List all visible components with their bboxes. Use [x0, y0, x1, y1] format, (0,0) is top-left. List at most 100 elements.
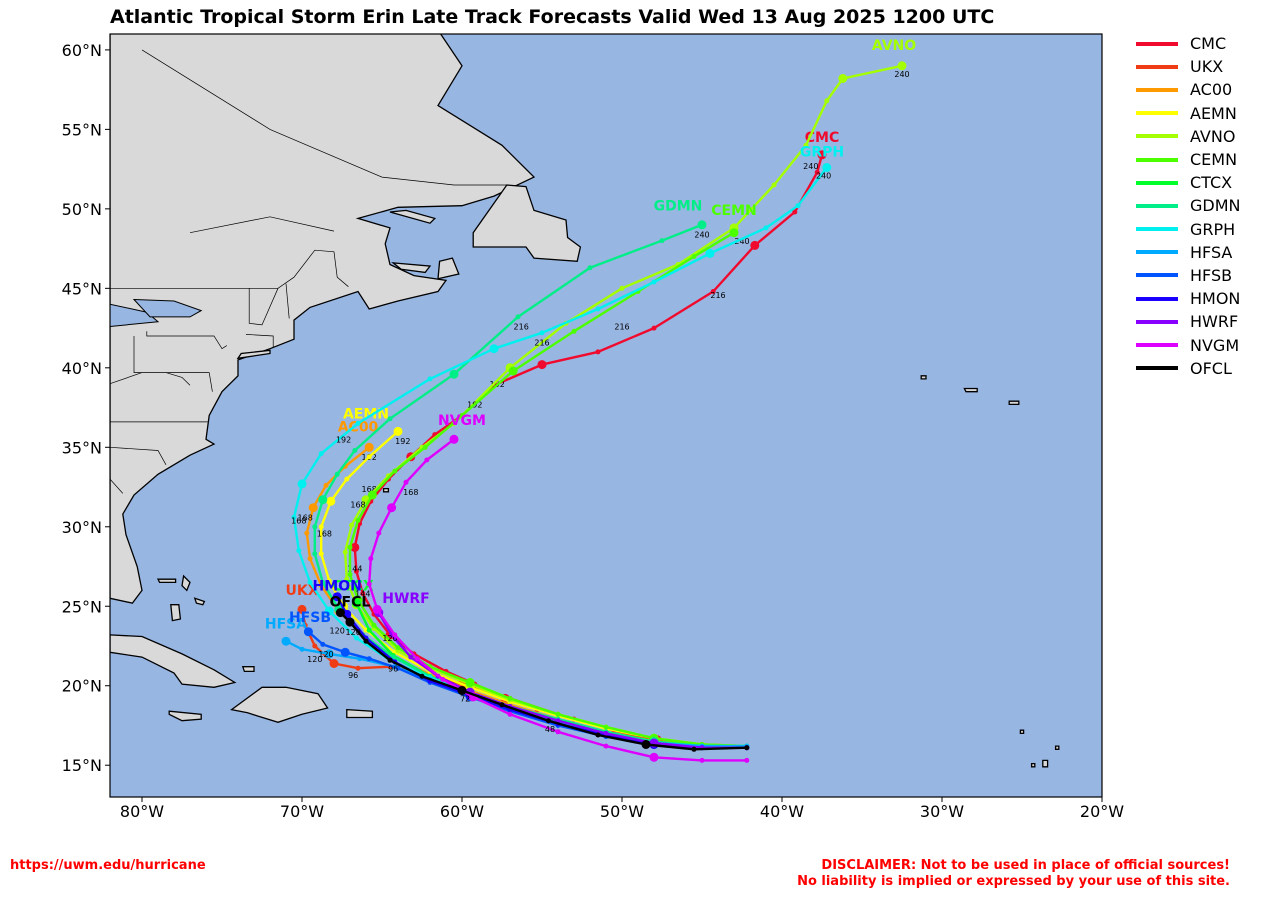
- track-point: [457, 686, 467, 695]
- political-border: [189, 216, 335, 234]
- track-point: [649, 752, 659, 762]
- track-point: [323, 482, 329, 488]
- legend-item-cemn: CEMN: [1136, 148, 1256, 171]
- model-label-ctcx: CTCX: [333, 578, 374, 594]
- lon-tick-label: 60°W: [440, 802, 484, 821]
- land-andros: [170, 604, 182, 622]
- track-point: [318, 551, 324, 557]
- legend-label: CEMN: [1190, 150, 1238, 170]
- land-cape-verde-3: [1030, 762, 1036, 768]
- land-north-america: [110, 34, 536, 604]
- track-point: [345, 617, 355, 627]
- track-point: [326, 578, 332, 584]
- lat-tick-label: 55°N: [62, 120, 102, 139]
- forecast-hour-label: 120: [307, 655, 322, 664]
- track-point: [838, 74, 848, 83]
- track-point: [489, 344, 499, 354]
- track-point: [744, 745, 750, 751]
- forecast-hour-label: 240: [734, 237, 749, 246]
- track-point: [395, 665, 401, 671]
- legend-label: AEMN: [1190, 103, 1237, 123]
- legend-item-hmon: HMON: [1136, 287, 1256, 310]
- track-point: [651, 279, 657, 285]
- track-point: [366, 656, 372, 662]
- legend-item-avno: AVNO: [1136, 125, 1256, 148]
- legend-item-nvgm: NVGM: [1136, 333, 1256, 356]
- track-point: [822, 163, 832, 172]
- forecast-hour-label: 144: [347, 564, 362, 573]
- track-point: [312, 551, 318, 557]
- track-point: [307, 556, 313, 562]
- track-point: [376, 530, 382, 536]
- track-point: [355, 517, 361, 523]
- legend-swatch: [1136, 250, 1178, 255]
- track-point: [364, 442, 374, 452]
- model-label-cemn: CEMN: [711, 203, 757, 219]
- land-great-inagua: [241, 666, 255, 673]
- lat-tick-label: 20°N: [62, 677, 102, 696]
- forecast-hour-label: 144: [355, 590, 370, 599]
- forecast-hour-label: 48: [545, 725, 555, 734]
- legend-label: CMC: [1190, 34, 1227, 54]
- forecast-hour-label: 240: [894, 70, 909, 79]
- forecast-hour-label: 192: [336, 436, 351, 445]
- track-point: [363, 638, 369, 644]
- source-url[interactable]: https://uwm.edu/hurricane: [10, 858, 206, 873]
- legend-item-hwrf: HWRF: [1136, 310, 1256, 333]
- political-border: [110, 372, 143, 385]
- track-point: [691, 254, 697, 259]
- land-pei: [391, 262, 432, 274]
- legend-item-hfsb: HFSB: [1136, 264, 1256, 287]
- track-point: [329, 659, 339, 668]
- land-cape-verde-1: [1019, 729, 1025, 735]
- legend-item-ac00: AC00: [1136, 78, 1256, 101]
- track-point: [408, 654, 414, 660]
- political-border: [110, 249, 349, 289]
- legend-label: HMON: [1190, 289, 1241, 309]
- forecast-hour-label: 120: [330, 626, 345, 635]
- forecast-hour-label: 168: [291, 517, 306, 526]
- track-point: [419, 673, 425, 679]
- track-point: [459, 413, 465, 418]
- track-point: [326, 496, 336, 506]
- model-label-gdmn: GDMN: [654, 198, 703, 214]
- lat-tick-label: 40°N: [62, 359, 102, 378]
- track-point: [344, 476, 350, 482]
- political-border: [110, 478, 124, 494]
- legend-label: HWRF: [1190, 312, 1239, 332]
- land-cape-verde-2: [1042, 759, 1049, 768]
- track-point: [355, 420, 361, 426]
- legend-label: GRPH: [1190, 219, 1236, 239]
- legend-swatch: [1136, 366, 1178, 371]
- track-point: [508, 366, 518, 376]
- track-point: [291, 514, 297, 520]
- legend-swatch: [1136, 296, 1178, 301]
- track-point: [824, 98, 830, 104]
- forecast-hour-label: 216: [514, 323, 529, 332]
- track-point: [281, 636, 291, 646]
- legend-swatch: [1136, 134, 1178, 139]
- political-border: [285, 283, 290, 319]
- land-azores-2: [1008, 400, 1020, 406]
- track-point: [335, 608, 345, 618]
- track-point: [424, 457, 430, 463]
- lat-tick-label: 25°N: [62, 597, 102, 616]
- track-point: [318, 495, 328, 505]
- track-point: [302, 622, 308, 628]
- lat-tick-label: 30°N: [62, 518, 102, 537]
- forecast-hour-label: 120: [318, 650, 333, 659]
- land-azores-1: [963, 387, 978, 393]
- model-label-hwrf: HWRF: [382, 591, 430, 607]
- legend-swatch: [1136, 41, 1178, 46]
- track-point: [387, 416, 393, 422]
- lon-tick-label: 30°W: [920, 802, 964, 821]
- track-point: [318, 524, 324, 530]
- land-puerto-rico: [346, 708, 374, 719]
- land-eleuthera: [193, 597, 206, 606]
- lat-tick-label: 60°N: [62, 41, 102, 60]
- forecast-hour-label: 120: [346, 628, 361, 637]
- track-point: [393, 426, 403, 436]
- land-layer: [110, 34, 1060, 768]
- legend-swatch: [1136, 227, 1178, 232]
- forecast-hour-label: 192: [395, 437, 410, 446]
